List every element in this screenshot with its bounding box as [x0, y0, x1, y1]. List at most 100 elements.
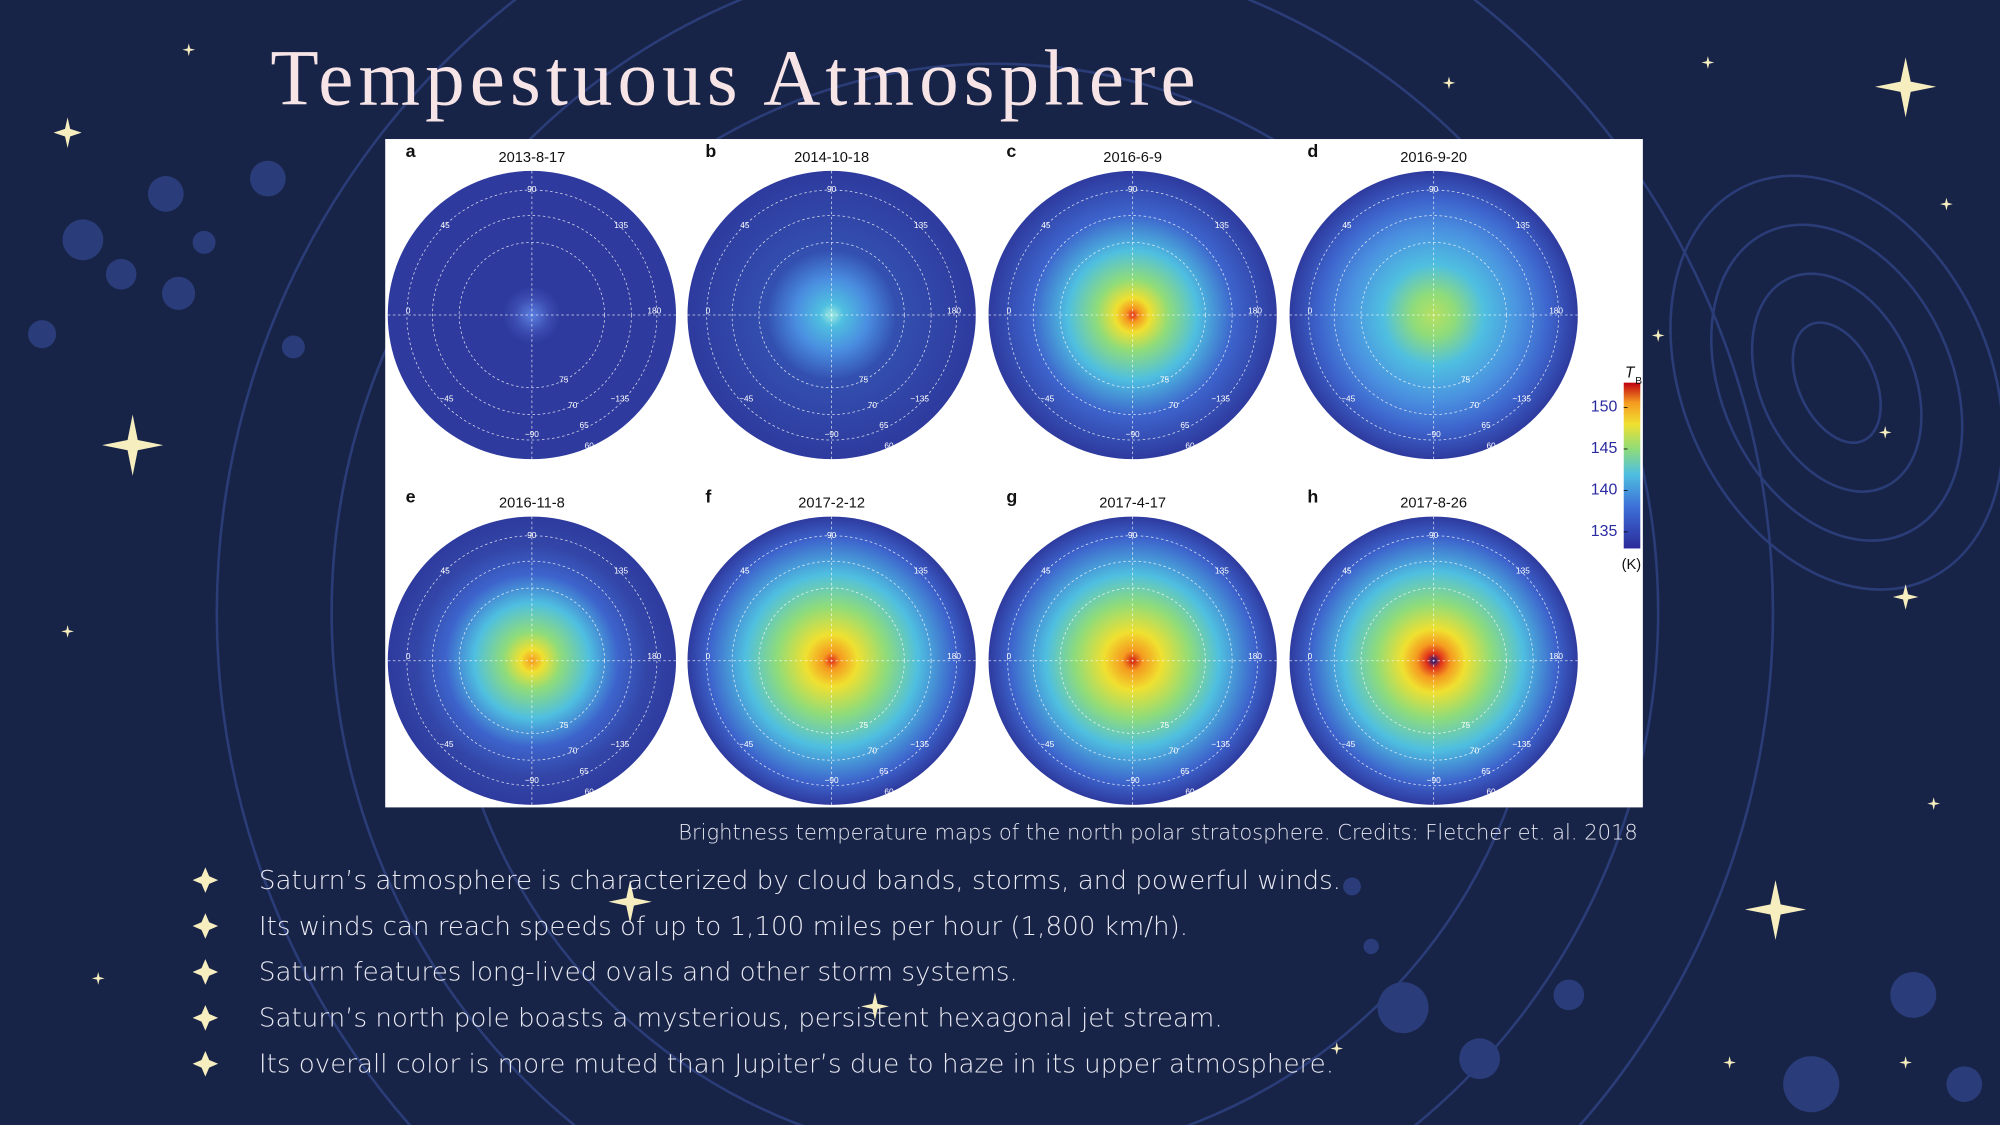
polar-label: 75	[559, 374, 569, 384]
bullet-text: Saturn’s north pole boasts a mysterious,…	[259, 1004, 1223, 1034]
polar-label: 70	[868, 400, 878, 410]
polar-label: 70	[1169, 400, 1179, 410]
polar-label: −45	[1341, 739, 1355, 749]
polar-label: 45	[1041, 220, 1051, 230]
polar-label: −45	[739, 739, 753, 749]
polar-label: 70	[568, 745, 578, 755]
polar-label: 0	[1308, 651, 1313, 661]
polar-label: 90	[1429, 530, 1439, 540]
polar-label: −135	[1512, 739, 1531, 749]
bullet-text: Its overall color is more muted than Jup…	[259, 1050, 1334, 1080]
polar-label: −135	[910, 393, 929, 403]
panel-letter: b	[705, 141, 716, 161]
polar-grid-ring	[706, 535, 958, 787]
polar-label: 70	[1169, 745, 1179, 755]
polar-label: 70	[568, 400, 578, 410]
colorbar	[1623, 382, 1641, 549]
polar-label: 65	[1180, 420, 1190, 430]
polar-label: 90	[1128, 184, 1138, 194]
polar-label: −135	[910, 739, 929, 749]
panel-letter: d	[1307, 141, 1318, 161]
polar-label: 60	[1486, 441, 1496, 451]
polar-label: −45	[1341, 393, 1355, 403]
polar-label: 75	[859, 374, 869, 384]
polar-grid-ring	[731, 215, 932, 415]
polar-label: 45	[441, 220, 451, 230]
polar-label: 65	[1481, 766, 1491, 776]
bullet-text: Saturn features long-lived ovals and oth…	[259, 958, 1018, 988]
polar-label: 65	[580, 420, 590, 430]
polar-label: −90	[525, 429, 539, 439]
polar-label: 90	[1128, 530, 1138, 540]
polar-grid-ring	[1333, 215, 1534, 415]
polar-grid-ring	[406, 535, 658, 787]
polar-label: −135	[1211, 739, 1230, 749]
colorbar-tick-label: 135	[1591, 523, 1618, 540]
polar-label: 180	[647, 305, 661, 315]
polar-grid-ring	[1032, 560, 1233, 761]
polar-label: 180	[1549, 651, 1563, 661]
polar-label: −90	[1126, 775, 1140, 785]
polar-label: 135	[1516, 220, 1530, 230]
polar-label: −90	[525, 775, 539, 785]
polar-label: −135	[611, 393, 630, 403]
polar-label: 0	[1007, 305, 1012, 315]
polar-label: 75	[859, 720, 869, 730]
polar-label: 65	[1481, 420, 1491, 430]
polar-label: 65	[580, 766, 590, 776]
polar-grid-ring	[1308, 189, 1560, 441]
polar-label: 45	[1342, 220, 1352, 230]
panel-letter: f	[705, 487, 711, 507]
polar-label: 135	[1215, 220, 1229, 230]
bullet-list: Saturn’s atmosphere is characterized by …	[192, 866, 1341, 1080]
polar-label: 45	[1041, 566, 1051, 576]
bullet-text: Saturn’s atmosphere is characterized by …	[259, 866, 1341, 896]
polar-label: 135	[914, 566, 928, 576]
bullet-icon	[192, 1051, 219, 1077]
polar-label: 75	[1160, 374, 1170, 384]
colorbar-tick-label: 140	[1591, 482, 1618, 499]
panel-date: 2017-2-12	[798, 496, 865, 512]
polar-label: 180	[1549, 305, 1563, 315]
bullet-icon	[192, 867, 219, 893]
polar-label: 90	[1429, 184, 1439, 194]
polar-label: −45	[439, 393, 453, 403]
polar-label: 180	[947, 651, 961, 661]
panel-letter: c	[1006, 141, 1016, 161]
polar-label: 60	[1185, 441, 1195, 451]
panel-date: 2017-4-17	[1099, 496, 1166, 512]
polar-grid-ring	[731, 560, 932, 761]
polar-grid-ring	[1032, 215, 1233, 415]
polar-label: 60	[884, 441, 894, 451]
panel-date: 2016-11-8	[499, 496, 565, 512]
polar-label: −90	[825, 429, 839, 439]
polar-label: 70	[1470, 745, 1480, 755]
panel-letter: a	[406, 141, 417, 161]
stars	[53, 43, 1953, 1069]
polar-label: 180	[1248, 305, 1262, 315]
colorbar-label-subscript: B	[1635, 376, 1642, 387]
polar-label: 60	[884, 786, 894, 796]
polar-label: 75	[1461, 720, 1471, 730]
bullet-icon	[192, 959, 219, 985]
bullet-icon	[192, 1005, 219, 1031]
colorbar-label: T	[1625, 365, 1636, 382]
panel-date: 2017-8-26	[1400, 496, 1467, 512]
polar-label: −90	[1427, 429, 1441, 439]
panel-letter: e	[406, 487, 416, 507]
polar-label: 135	[914, 220, 928, 230]
bullet-text: Its winds can reach speeds of up to 1,10…	[259, 912, 1188, 942]
polar-label: 0	[1007, 651, 1012, 661]
polar-label: −90	[825, 775, 839, 785]
polar-label: −90	[1126, 429, 1140, 439]
polar-label: 60	[585, 786, 595, 796]
polar-grid-ring	[406, 189, 658, 441]
colorbar-tick-label: 145	[1591, 440, 1618, 457]
polar-label: 135	[614, 566, 628, 576]
polar-grid-ring	[1308, 535, 1560, 787]
panel-date: 2014-10-18	[794, 150, 869, 166]
polar-label: 0	[406, 651, 411, 661]
